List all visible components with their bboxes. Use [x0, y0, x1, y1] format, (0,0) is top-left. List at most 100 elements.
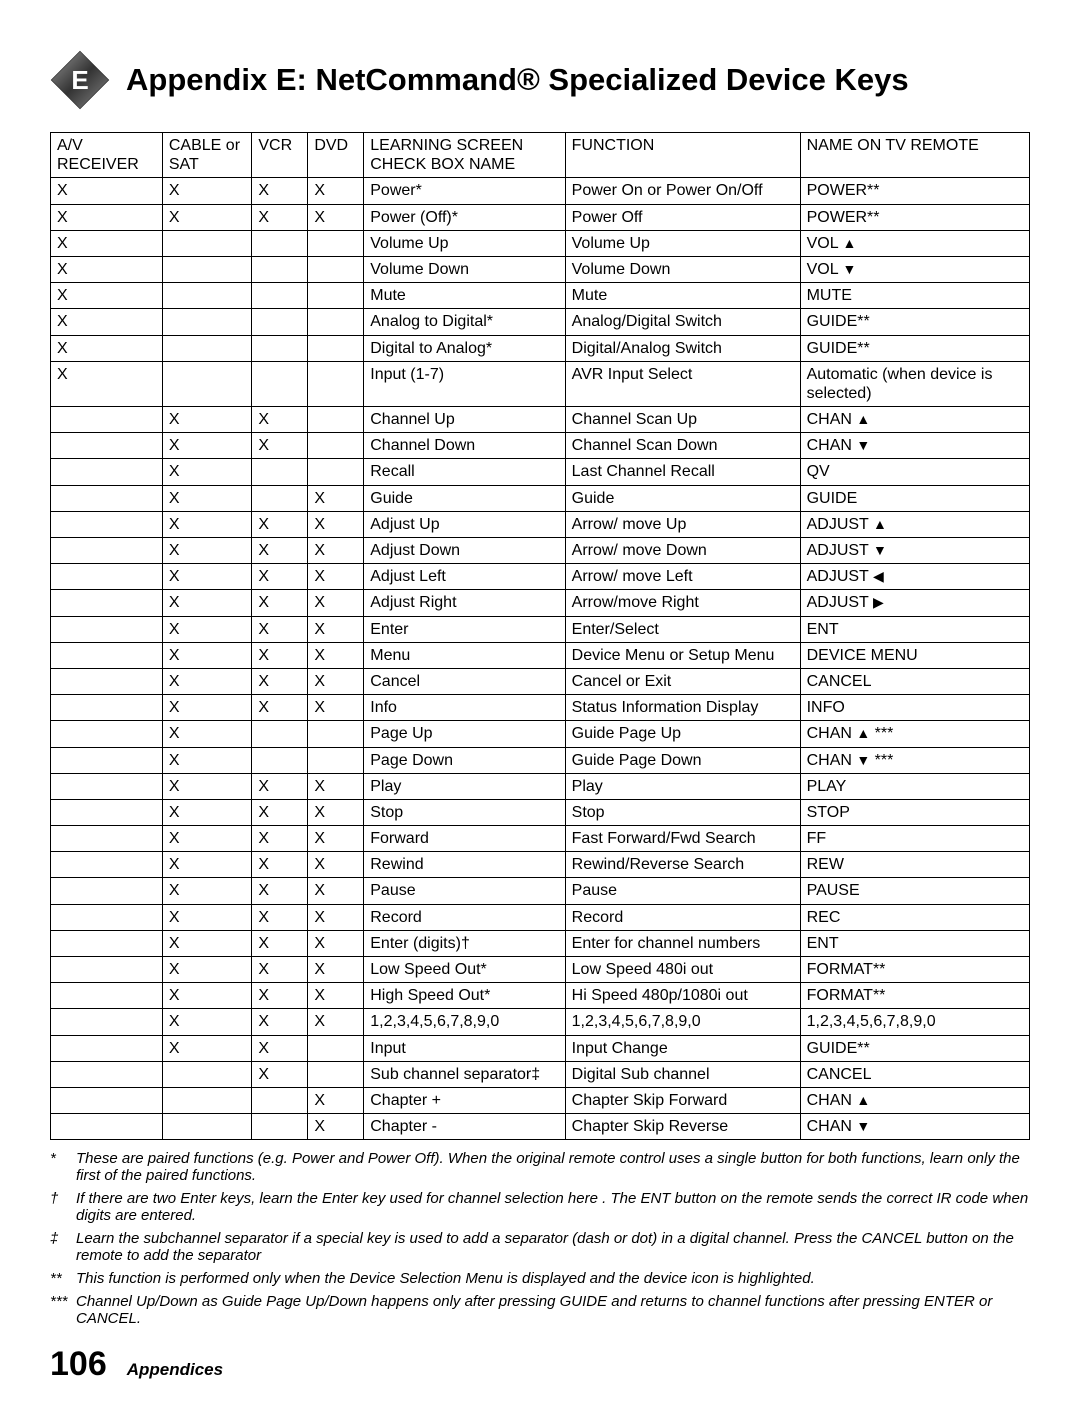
table-cell: Analog/Digital Switch: [565, 309, 800, 335]
table-cell: [162, 256, 252, 282]
table-cell: [51, 511, 163, 537]
table-cell: X: [51, 230, 163, 256]
table-cell: ENT: [800, 930, 1029, 956]
table-cell: Play: [565, 773, 800, 799]
table-cell: X: [162, 957, 252, 983]
table-row: XXXXPower*Power On or Power On/OffPOWER*…: [51, 178, 1030, 204]
table-cell: Volume Up: [364, 230, 565, 256]
table-header-row: A/V RECEIVER CABLE or SAT VCR DVD LEARNI…: [51, 133, 1030, 178]
table-cell: X: [308, 668, 364, 694]
table-cell: [51, 1009, 163, 1035]
table-cell: X: [162, 983, 252, 1009]
table-body: XXXXPower*Power On or Power On/OffPOWER*…: [51, 178, 1030, 1140]
table-row: XXChannel UpChannel Scan UpCHAN ▲: [51, 407, 1030, 433]
down-arrow-icon: ▼: [873, 542, 887, 558]
down-arrow-icon: ▼: [842, 261, 856, 277]
table-cell: X: [162, 1009, 252, 1035]
table-cell: X: [308, 204, 364, 230]
footnote-symbol: *: [50, 1150, 76, 1184]
table-cell: Digital Sub channel: [565, 1061, 800, 1087]
table-row: XVolume UpVolume UpVOL ▲: [51, 230, 1030, 256]
table-cell: Channel Scan Up: [565, 407, 800, 433]
table-cell: Pause: [364, 878, 565, 904]
table-cell: X: [252, 564, 308, 590]
table-cell: X: [252, 511, 308, 537]
table-cell: Menu: [364, 642, 565, 668]
table-cell: [308, 459, 364, 485]
table-cell: CHAN ▲ ***: [800, 721, 1029, 747]
table-cell: Channel Down: [364, 433, 565, 459]
table-row: XXX1,2,3,4,5,6,7,8,9,01,2,3,4,5,6,7,8,9,…: [51, 1009, 1030, 1035]
table-cell: X: [308, 616, 364, 642]
table-cell: [51, 799, 163, 825]
table-cell: X: [162, 433, 252, 459]
table-row: XXGuideGuideGUIDE: [51, 485, 1030, 511]
table-cell: Page Up: [364, 721, 565, 747]
table-cell: Chapter +: [364, 1087, 565, 1113]
table-row: XXXAdjust LeftArrow/ move LeftADJUST ◀: [51, 564, 1030, 590]
table-cell: [51, 695, 163, 721]
table-cell: Chapter Skip Forward: [565, 1087, 800, 1113]
table-cell: X: [252, 538, 308, 564]
table-cell: Status Information Display: [565, 695, 800, 721]
footnote-symbol: †: [50, 1190, 76, 1224]
table-cell: ADJUST ▲: [800, 511, 1029, 537]
table-cell: Cancel or Exit: [565, 668, 800, 694]
table-cell: X: [252, 695, 308, 721]
footnote: **This function is performed only when t…: [50, 1270, 1030, 1287]
table-row: XXXForwardFast Forward/Fwd SearchFF: [51, 826, 1030, 852]
table-cell: High Speed Out*: [364, 983, 565, 1009]
table-cell: X: [162, 407, 252, 433]
table-cell: [252, 283, 308, 309]
table-cell: CHAN ▼: [800, 433, 1029, 459]
table-row: XXXMenuDevice Menu or Setup MenuDEVICE M…: [51, 642, 1030, 668]
table-cell: X: [51, 178, 163, 204]
table-row: XChapter +Chapter Skip ForwardCHAN ▲: [51, 1087, 1030, 1113]
table-cell: Arrow/ move Left: [565, 564, 800, 590]
table-cell: 1,2,3,4,5,6,7,8,9,0: [364, 1009, 565, 1035]
table-cell: X: [162, 538, 252, 564]
table-cell: X: [308, 1114, 364, 1140]
table-cell: X: [308, 1009, 364, 1035]
table-cell: X: [308, 538, 364, 564]
table-cell: [308, 1035, 364, 1061]
table-cell: X: [252, 799, 308, 825]
table-cell: [308, 747, 364, 773]
table-cell: Enter for channel numbers: [565, 930, 800, 956]
down-arrow-icon: ▼: [856, 1118, 870, 1134]
table-cell: Guide Page Up: [565, 721, 800, 747]
table-cell: X: [252, 1035, 308, 1061]
table-row: XXXStopStopSTOP: [51, 799, 1030, 825]
table-row: XXXRewindRewind/Reverse SearchREW: [51, 852, 1030, 878]
table-cell: [51, 668, 163, 694]
table-cell: X: [51, 361, 163, 406]
table-cell: [162, 361, 252, 406]
page-header: E Appendix E: NetCommand® Specialized De…: [50, 50, 1030, 110]
table-cell: Pause: [565, 878, 800, 904]
table-cell: Record: [565, 904, 800, 930]
table-cell: X: [308, 773, 364, 799]
table-row: XVolume DownVolume DownVOL ▼: [51, 256, 1030, 282]
table-cell: [51, 983, 163, 1009]
table-cell: [51, 564, 163, 590]
table-cell: [308, 309, 364, 335]
table-cell: [51, 1087, 163, 1113]
table-cell: X: [308, 930, 364, 956]
table-cell: STOP: [800, 799, 1029, 825]
table-row: XXXPlayPlayPLAY: [51, 773, 1030, 799]
table-cell: [308, 335, 364, 361]
table-cell: [308, 1061, 364, 1087]
left-arrow-icon: ◀: [873, 568, 884, 584]
table-cell: X: [252, 878, 308, 904]
table-cell: DEVICE MENU: [800, 642, 1029, 668]
table-cell: X: [252, 590, 308, 616]
table-cell: X: [308, 983, 364, 1009]
table-cell: Cancel: [364, 668, 565, 694]
table-cell: INFO: [800, 695, 1029, 721]
table-cell: Stop: [565, 799, 800, 825]
table-cell: [51, 1035, 163, 1061]
table-cell: [51, 957, 163, 983]
table-cell: [308, 433, 364, 459]
table-cell: X: [252, 178, 308, 204]
table-cell: Recall: [364, 459, 565, 485]
